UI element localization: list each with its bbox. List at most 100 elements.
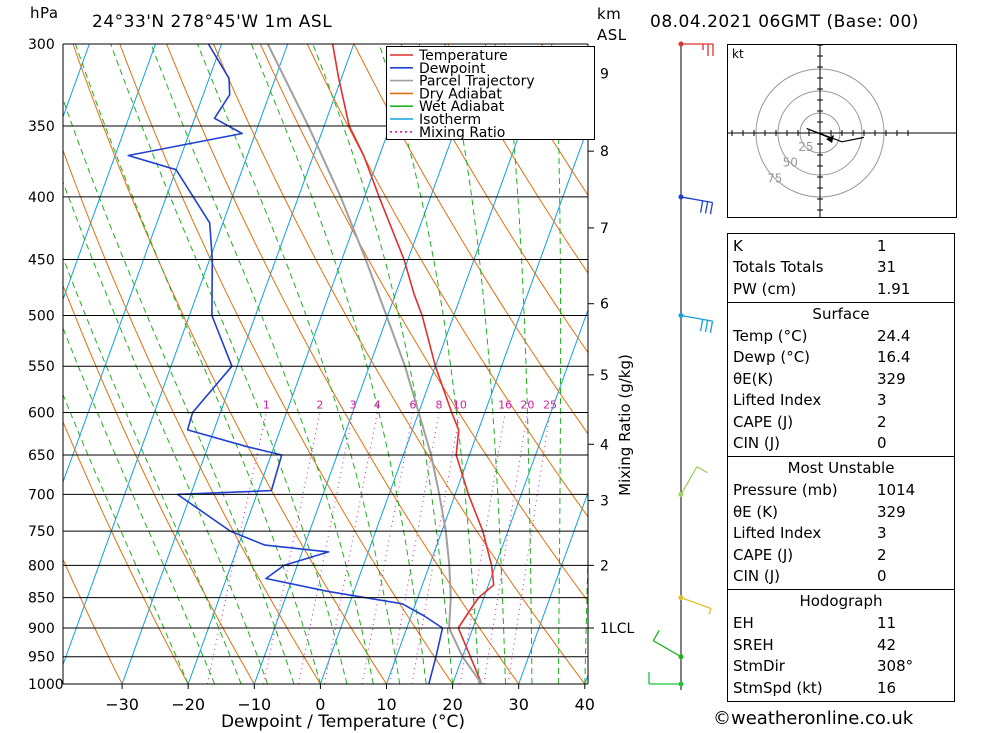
wind-barb-feather <box>696 466 708 474</box>
wet-adiabat-line <box>63 256 242 684</box>
wet-adiabat-line <box>63 326 216 684</box>
x-tick-label: 40 <box>575 695 595 714</box>
index-value: 1.91 <box>877 279 911 298</box>
pressure-unit-label: hPa <box>30 4 59 22</box>
pressure-tick-label: 400 <box>28 190 55 206</box>
pressure-tick-label: 1000 <box>28 677 64 693</box>
pressure-tick-label: 300 <box>28 37 55 53</box>
wet-adiabat-line <box>110 44 348 684</box>
mixing-ratio-label: 3 <box>349 398 356 411</box>
index-label: SREH <box>733 635 774 654</box>
index-value: 2 <box>877 545 887 564</box>
pressure-tick-label: 900 <box>28 621 55 637</box>
index-label: θE (K) <box>733 502 778 521</box>
wet-adiabat-line <box>63 393 189 684</box>
dry-adiabat-line <box>400 44 588 354</box>
x-tick-label: 10 <box>376 695 396 714</box>
index-value: 1014 <box>877 481 916 500</box>
dewpoint-line <box>127 44 444 684</box>
wet-adiabat-line <box>74 44 321 684</box>
temperature-line <box>331 44 495 684</box>
isotherm-line <box>63 44 156 301</box>
wind-barb-staff <box>680 596 712 610</box>
km-tick-label: 7 <box>600 221 609 237</box>
x-tick-label: −20 <box>171 695 205 714</box>
mixing-ratio-label: 1 <box>263 398 270 411</box>
hodograph-ring-label: 50 <box>783 156 798 170</box>
index-value: 329 <box>877 369 906 388</box>
index-row: EH 11 <box>728 613 954 635</box>
hodograph-ring-label: 75 <box>767 171 782 185</box>
index-label: Lifted Index <box>733 391 822 410</box>
hodograph-trace <box>806 128 865 143</box>
index-label: CIN (J) <box>733 434 781 453</box>
index-label: K <box>733 236 743 255</box>
credit-link[interactable]: ©weatheronline.co.uk <box>713 708 914 729</box>
pressure-tick-label: 700 <box>28 487 55 503</box>
wet-adiabat-line <box>312 44 454 684</box>
x-tick-label: 30 <box>509 695 529 714</box>
km-tick-label: 3 <box>600 493 609 509</box>
legend-item: Mixing Ratio <box>419 125 505 139</box>
mixing-ratio-line <box>206 412 267 684</box>
wind-barb-feather <box>699 200 704 213</box>
pressure-tick-label: 650 <box>28 448 55 464</box>
wind-barb-feather <box>704 320 709 333</box>
index-value: 2 <box>877 412 887 431</box>
legend-item: Isotherm <box>419 112 481 128</box>
index-label: Lifted Index <box>733 524 822 543</box>
index-value: 308° <box>877 657 914 676</box>
mixing-ratio-axis-label: Mixing Ratio (g/kg) <box>616 354 634 496</box>
km-tick-label: 9 <box>600 66 609 82</box>
index-row: θE(K) 329 <box>728 368 954 390</box>
pressure-tick-label: 800 <box>28 558 55 574</box>
index-row: CIN (J) 0 <box>728 433 954 455</box>
isotherm-line <box>518 491 588 684</box>
wind-barb-staff <box>680 314 713 322</box>
index-row: CAPE (J) 2 <box>728 411 954 433</box>
wet-adiabat-line <box>503 44 533 684</box>
mixing-ratio-line <box>298 412 354 684</box>
isotherm-line <box>121 44 355 684</box>
section-title: Hodograph <box>799 592 883 610</box>
pressure-tick-label: 550 <box>28 359 55 375</box>
dry-adiabat-line <box>447 44 588 275</box>
dry-adiabat-line <box>72 44 387 684</box>
legend-item: Temperature <box>418 48 508 64</box>
wet-adiabat-line <box>584 541 588 684</box>
x-tick-label: 0 <box>315 695 325 714</box>
pressure-tick-label: 850 <box>28 591 55 607</box>
index-row: Temp (°C) 24.4 <box>728 325 954 347</box>
storm-motion-arrow <box>826 135 834 143</box>
indices-hodograph: Hodograph EH 11 SREH 42 StmDir 308° StmSpd … <box>727 590 955 702</box>
index-row: θE (K) 329 <box>728 501 954 523</box>
index-row: Pressure (mb) 1014 <box>728 480 954 502</box>
km-unit-label: km <box>597 5 622 23</box>
mixing-ratio-line <box>507 412 551 684</box>
index-label: CIN (J) <box>733 567 781 586</box>
indices-most-unstable: Most Unstable Pressure (mb) 1014 θE (K) 32… <box>727 457 955 590</box>
x-tick-label: −10 <box>237 695 271 714</box>
isotherm-line <box>63 44 289 667</box>
legend-item: Parcel Trajectory <box>419 74 535 90</box>
index-value: 31 <box>877 258 897 277</box>
mixing-ratio-line <box>323 412 378 684</box>
mixing-ratio-label: 10 <box>453 398 467 411</box>
index-label: CAPE (J) <box>733 412 794 431</box>
pressure-tick-label: 750 <box>28 524 55 540</box>
km-tick-label: 1LCL <box>600 621 634 637</box>
index-label: Dewp (°C) <box>733 348 811 367</box>
legend: Temperature Dewpoint Parcel Trajectory Dry … <box>386 46 595 140</box>
legend-item: Dry Adiabat <box>419 86 502 102</box>
mixing-ratio-label: 2 <box>316 398 323 411</box>
indices-surface: Surface Temp (°C) 24.4 Dewp (°C) 16.4 θE(K… <box>727 302 955 457</box>
index-label: Temp (°C) <box>733 326 808 345</box>
isotherm-line <box>187 44 421 684</box>
mixing-ratio-label: 25 <box>543 398 557 411</box>
pressure-tick-label: 500 <box>28 309 55 325</box>
index-row-pw: PW (cm) 1.91 <box>728 278 954 300</box>
mixing-ratio-label: 8 <box>436 398 443 411</box>
